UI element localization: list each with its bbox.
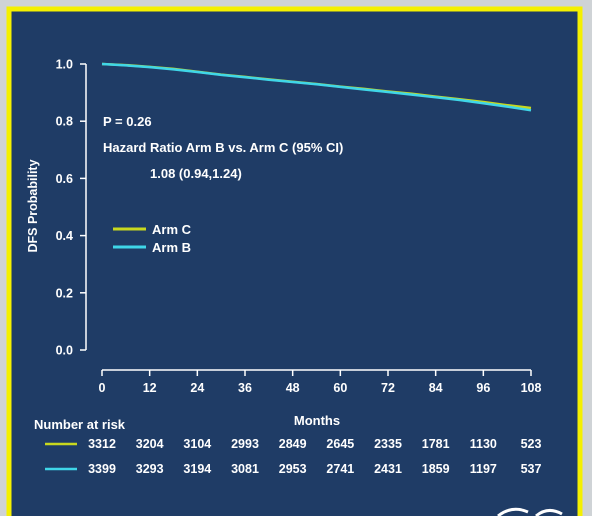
risk-count-cell: 2993 <box>231 437 259 451</box>
x-tick-label: 48 <box>286 381 300 395</box>
y-tick-label: 0.6 <box>56 172 73 186</box>
y-ticks: 0.0 0.2 0.4 0.6 0.8 1.0 <box>56 58 86 358</box>
y-tick-label: 0.2 <box>56 286 73 300</box>
p-value-annotation: P = 0.26 <box>103 114 152 129</box>
risk-count-cell: 3204 <box>136 437 164 451</box>
series-lines <box>101 62 532 112</box>
risk-count-cell: 523 <box>521 437 542 451</box>
x-ticks: 0 12 24 36 48 60 72 84 96 108 <box>99 370 542 395</box>
risk-count-cell: 3293 <box>136 462 164 476</box>
risk-table: 3312 3204 3104 2993 2849 2645 2335 1781 1130 523 3… <box>45 437 541 476</box>
x-tick-label: 72 <box>381 381 395 395</box>
x-tick-label: 36 <box>238 381 252 395</box>
legend-label-arm-b: Arm B <box>152 240 191 255</box>
y-axis-label: DFS Probability <box>26 159 40 252</box>
x-tick-label: 96 <box>476 381 490 395</box>
y-tick-label: 0.4 <box>56 229 73 243</box>
x-tick-label: 24 <box>190 381 204 395</box>
risk-count-cell: 1859 <box>422 462 450 476</box>
y-tick-label: 1.0 <box>56 58 73 72</box>
risk-count-cell: 2849 <box>279 437 307 451</box>
risk-count-cell: 2953 <box>279 462 307 476</box>
slide-panel <box>6 6 583 516</box>
x-tick-label: 60 <box>333 381 347 395</box>
risk-count-cell: 3194 <box>183 462 211 476</box>
hazard-ratio-label: Hazard Ratio Arm B vs. Arm C (95% CI) <box>103 140 343 155</box>
x-axis-label: Months <box>294 413 340 428</box>
y-tick-label: 0.0 <box>56 344 73 358</box>
axes <box>85 64 531 371</box>
risk-count-cell: 2741 <box>326 462 354 476</box>
series-line-arm-b <box>101 62 532 112</box>
risk-count-cell: 2645 <box>326 437 354 451</box>
risk-count-cell: 2431 <box>374 462 402 476</box>
hazard-ratio-value: 1.08 (0.94,1.24) <box>150 166 242 181</box>
legend: Arm C Arm B <box>113 222 192 255</box>
risk-count-cell: 537 <box>521 462 542 476</box>
corner-logo-icon <box>497 507 563 516</box>
x-tick-label: 12 <box>143 381 157 395</box>
risk-count-cell: 3104 <box>183 437 211 451</box>
x-tick-label: 0 <box>99 381 106 395</box>
risk-count-cell: 1197 <box>470 462 497 476</box>
risk-table-title: Number at risk <box>34 417 126 432</box>
risk-count-cell: 1130 <box>470 437 497 451</box>
risk-count-cell: 2335 <box>374 437 402 451</box>
y-tick-label: 0.8 <box>56 115 73 129</box>
x-tick-label: 84 <box>429 381 443 395</box>
risk-count-cell: 3081 <box>231 462 259 476</box>
legend-label-arm-c: Arm C <box>152 222 192 237</box>
risk-count-cell: 1781 <box>422 437 450 451</box>
risk-count-cell: 3312 <box>88 437 116 451</box>
risk-count-cell: 3399 <box>88 462 116 476</box>
x-tick-label: 108 <box>521 381 542 395</box>
